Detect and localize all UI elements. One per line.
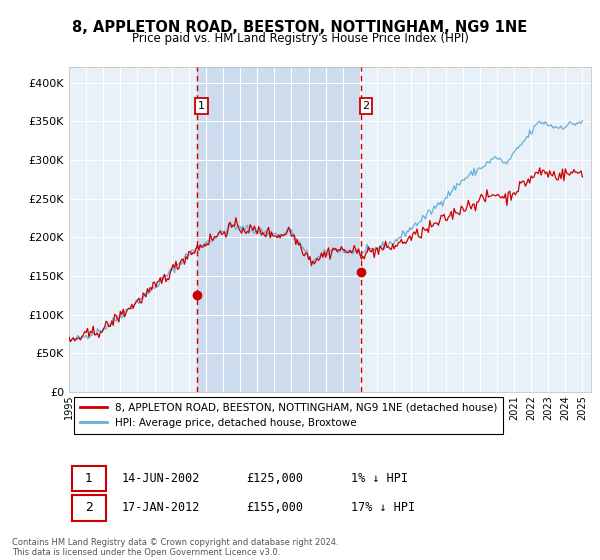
Text: 8, APPLETON ROAD, BEESTON, NOTTINGHAM, NG9 1NE: 8, APPLETON ROAD, BEESTON, NOTTINGHAM, N…	[73, 20, 527, 35]
Text: 1: 1	[85, 472, 93, 485]
Text: Price paid vs. HM Land Registry's House Price Index (HPI): Price paid vs. HM Land Registry's House …	[131, 32, 469, 45]
Text: 1: 1	[198, 101, 205, 111]
Text: 1% ↓ HPI: 1% ↓ HPI	[351, 472, 408, 485]
Legend: 8, APPLETON ROAD, BEESTON, NOTTINGHAM, NG9 1NE (detached house), HPI: Average pr: 8, APPLETON ROAD, BEESTON, NOTTINGHAM, N…	[74, 396, 503, 435]
Bar	[197, 67, 361, 392]
Text: 17% ↓ HPI: 17% ↓ HPI	[351, 501, 415, 515]
Text: Contains HM Land Registry data © Crown copyright and database right 2024.
This d: Contains HM Land Registry data © Crown c…	[12, 538, 338, 557]
Text: £155,000: £155,000	[247, 501, 304, 515]
FancyBboxPatch shape	[71, 495, 106, 521]
Text: 2: 2	[85, 501, 93, 515]
Text: 17-JAN-2012: 17-JAN-2012	[121, 501, 200, 515]
FancyBboxPatch shape	[71, 465, 106, 492]
Text: 14-JUN-2002: 14-JUN-2002	[121, 472, 200, 485]
Text: £125,000: £125,000	[247, 472, 304, 485]
Text: 2: 2	[362, 101, 370, 111]
